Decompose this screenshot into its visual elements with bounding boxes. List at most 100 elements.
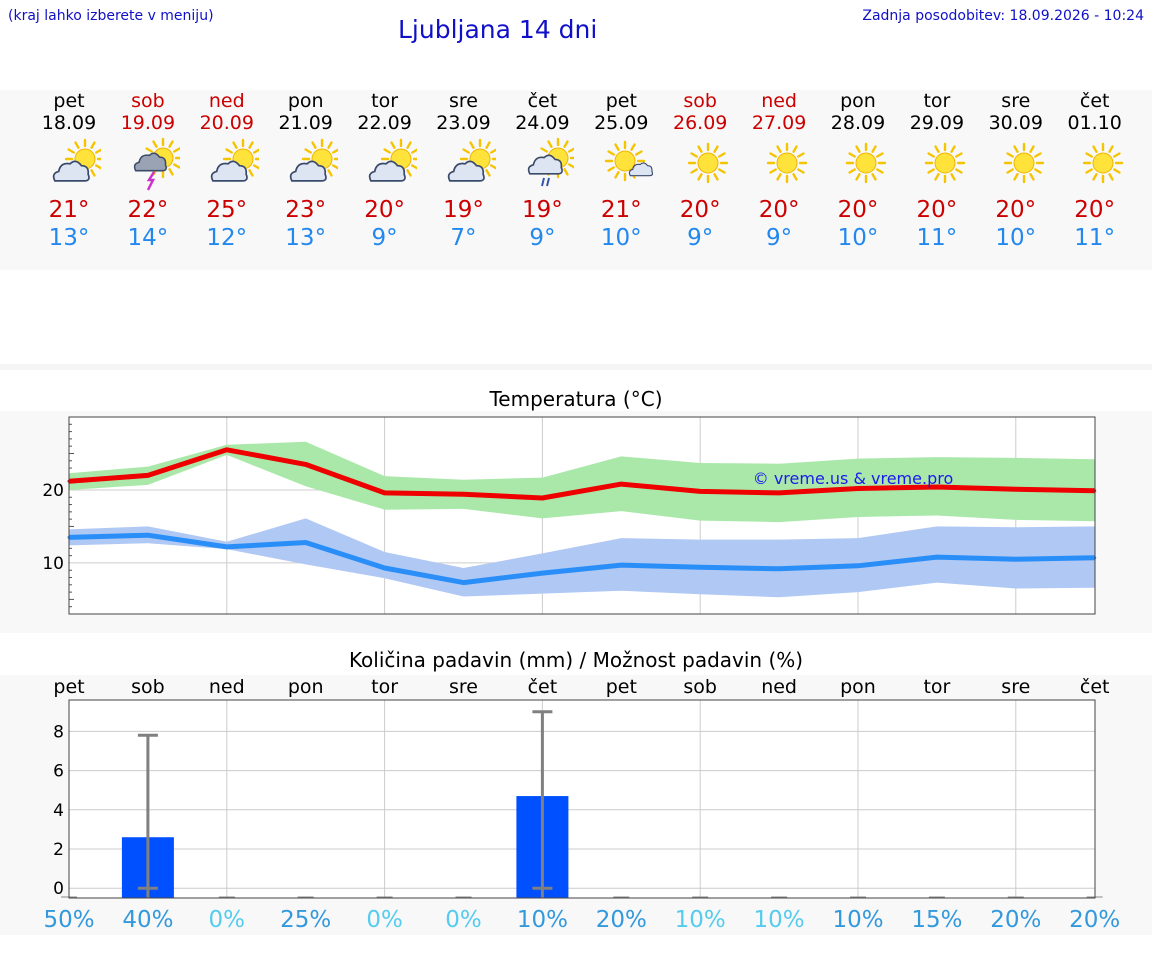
sunny-icon [766,142,808,184]
y-tick-label: 6 [53,762,64,782]
partly-cloudy-icon [52,138,101,182]
precipitation-probability-label: 50% [43,907,94,933]
precipitation-probability-label: 25% [280,907,331,933]
min-temperature-point [146,533,150,537]
day-date: 25.09 [594,112,649,134]
day-column: pon 21.09 23° 13° [266,90,346,252]
y-tick-label: 10 [42,554,64,574]
x-day-label: čet [1080,676,1110,698]
day-name: pon [287,90,324,112]
max-temperature-point [698,489,702,493]
min-temperature-point [304,540,308,544]
day-column: pet 18.09 21° 13° [29,90,109,252]
partly-cloudy-icon [210,138,259,182]
max-temperature: 20° [1074,197,1116,223]
day-column: ned 20.09 25° 12° [187,90,267,252]
day-date: 24.09 [515,112,570,134]
day-name: pon [840,90,876,112]
max-temperature-point [856,487,860,491]
max-temperature-point [1014,487,1018,491]
max-temperature-point [619,482,623,486]
max-temperature: 25° [206,197,248,223]
day-date: 28.09 [830,112,886,134]
x-day-label: pet [53,676,84,698]
forecast-strip [0,90,1152,270]
thunderstorm-icon [133,138,180,191]
precipitation-plot-area [69,700,1095,898]
partly-cloudy-icon [289,138,338,182]
min-temperature: 10° [837,225,879,251]
max-temperature: 20° [758,197,800,223]
min-temperature: 10° [995,225,1037,251]
day-column: pon 28.09 20° 10° [818,90,898,252]
day-column: sre 30.09 20° 10° [976,90,1056,252]
max-temperature-point [304,462,308,466]
temperature-chart-title: Temperatura (°C) [489,387,663,411]
watermark: © vreme.us & vreme.pro [753,469,954,488]
day-date: 23.09 [436,112,491,134]
day-name: tor [371,90,399,112]
day-name: pet [53,90,85,112]
y-tick-label: 2 [53,840,64,860]
max-temperature-point [777,491,781,495]
day-column: čet 01.10 20° 11° [1055,90,1135,252]
precipitation-probability-label: 0% [445,907,482,933]
precipitation-probability-label: 10% [754,907,805,933]
day-date: 27.09 [751,112,807,134]
min-temperature-point [462,581,465,585]
precipitation-probability-label: 20% [990,907,1041,933]
day-date: 21.09 [278,112,333,134]
location-hint: (kraj lahko izberete v meniju) [8,8,214,24]
partly-cloudy-icon [447,138,496,182]
x-day-label: ned [209,676,245,698]
day-name: čet [527,90,558,112]
precipitation-probability-label: 40% [122,907,173,933]
section-divider [0,364,1152,370]
precipitation-probability-label: 10% [675,907,726,933]
day-column: pet 25.09 21° 10° [581,90,661,252]
min-temperature: 14° [127,225,169,251]
x-day-label: čet [528,676,558,698]
max-temperature-point [383,491,387,495]
max-temperature-point [935,485,939,489]
rain-shower-icon [528,138,575,187]
day-name: pet [605,90,637,112]
precipitation-probability-label: 20% [1069,907,1120,933]
max-temperature: 19° [522,197,563,223]
min-temperature-line [68,532,1095,586]
min-temperature: 9° [529,225,556,251]
min-temperature: 7° [450,225,477,251]
max-temperature-point [540,496,544,500]
x-day-label: sob [131,676,165,698]
y-tick-label: 8 [53,722,64,742]
x-day-label: tor [371,676,398,698]
min-temperature: 11° [916,225,958,251]
precipitation-probability-label: 20% [596,907,647,933]
min-temperature-point [698,565,702,569]
max-temperature-line [68,447,1095,501]
min-temperature: 10° [600,225,642,251]
x-day-label: pon [288,676,324,698]
day-column: sob 26.09 20° 9° [660,90,740,252]
max-temperature: 20° [995,197,1037,223]
sunny-icon [924,142,966,184]
sunny-icon [687,142,729,184]
x-day-label: pet [606,676,637,698]
sunny-icon [845,142,887,184]
day-column: sre 23.09 19° 7° [424,90,504,252]
day-column: ned 27.09 20° 9° [739,90,819,252]
min-temperature-point [777,567,781,571]
y-tick-label: 4 [53,801,64,821]
min-temperature: 9° [766,225,793,251]
min-temperature-point [1014,557,1018,561]
day-date: 18.09 [41,112,97,134]
day-date: 22.09 [357,112,412,134]
day-name: ned [208,90,245,112]
max-temperature: 20° [679,197,721,223]
day-name: tor [923,90,951,112]
day-column: sob 19.09 22° 14° [108,90,188,252]
min-temperature: 11° [1074,225,1116,251]
y-tick-label: 0 [53,879,64,899]
x-day-label: tor [923,676,950,698]
page-title: Ljubljana 14 dni [398,15,598,44]
